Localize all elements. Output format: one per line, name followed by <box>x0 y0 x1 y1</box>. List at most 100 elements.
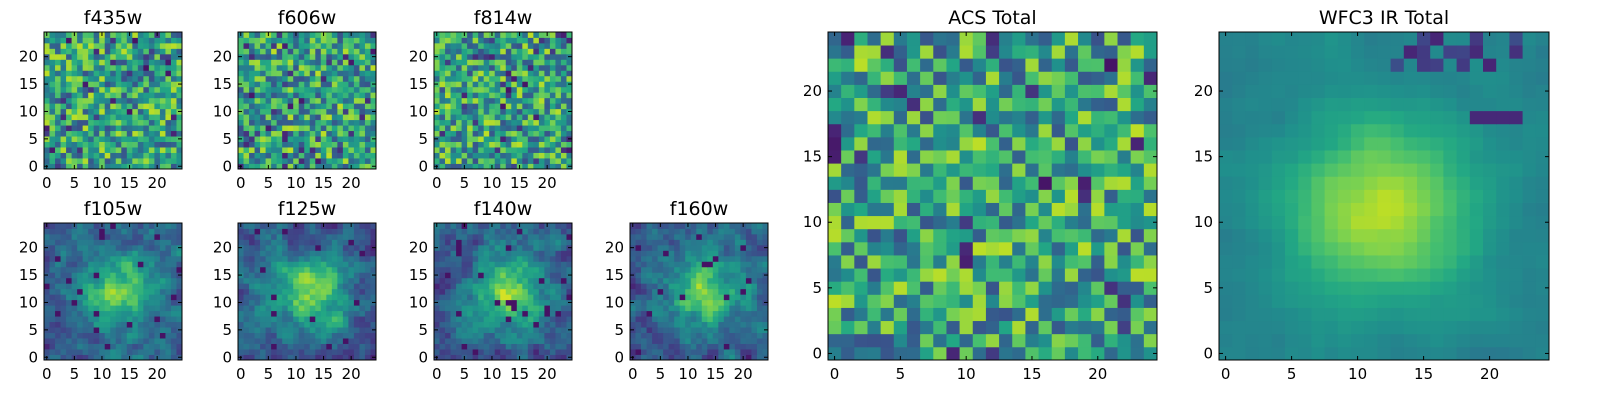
heatmap-cell <box>734 354 741 361</box>
heatmap-cell <box>439 37 446 44</box>
heatmap-cell <box>527 119 534 126</box>
heatmap-cell <box>370 233 377 240</box>
heatmap-cell <box>1143 163 1158 177</box>
heatmap-cell <box>115 158 122 164</box>
heatmap-cell <box>456 48 462 55</box>
heatmap-cell <box>238 147 244 153</box>
heatmap-cell <box>472 343 479 350</box>
heatmap-cell <box>143 283 150 290</box>
heatmap-cell <box>696 255 703 262</box>
heatmap-cell <box>159 250 166 257</box>
heatmap-cell <box>533 288 540 295</box>
heatmap-cell <box>93 266 100 273</box>
heatmap-cell <box>104 158 111 164</box>
heatmap-cell <box>309 147 316 153</box>
heatmap-cell <box>370 261 377 268</box>
heatmap-cell <box>359 86 366 93</box>
heatmap-cell <box>320 255 327 262</box>
heatmap-cell <box>461 158 468 164</box>
heatmap-cell <box>370 321 377 328</box>
heatmap-cell <box>315 158 322 164</box>
heatmap-cell <box>60 272 67 279</box>
heatmap-cell <box>359 288 366 295</box>
heatmap-cell <box>348 255 355 262</box>
heatmap-cell <box>566 349 573 355</box>
heatmap-cell <box>370 64 377 71</box>
heatmap-cell <box>342 244 349 251</box>
heatmap-cell <box>527 53 534 60</box>
heatmap-cell <box>522 299 529 306</box>
heatmap-cell <box>126 228 133 235</box>
heatmap-cell <box>359 158 366 164</box>
heatmap-cell <box>143 81 150 88</box>
heatmap-cell <box>1143 255 1158 269</box>
heatmap-cell <box>276 48 283 55</box>
heatmap-cell <box>154 48 161 55</box>
heatmap-cell <box>712 299 719 306</box>
heatmap-cell <box>88 70 95 77</box>
heatmap-cell <box>679 223 686 229</box>
heatmap-cell <box>287 32 294 38</box>
heatmap-cell <box>456 119 462 126</box>
heatmap-cell <box>434 114 440 121</box>
heatmap-cell <box>148 70 155 77</box>
heatmap-cell <box>663 233 670 240</box>
heatmap-cell <box>1130 163 1145 177</box>
heatmap-cell <box>679 338 686 344</box>
heatmap-cell <box>320 147 327 153</box>
heatmap-cell <box>745 288 752 295</box>
heatmap-cell <box>946 320 960 335</box>
heatmap-cell <box>439 64 446 71</box>
heatmap-cell <box>148 327 155 333</box>
x-tick-label: 5 <box>264 174 274 192</box>
heatmap-cell <box>635 244 642 251</box>
heatmap-cell <box>271 233 278 240</box>
heatmap-cell <box>342 233 349 240</box>
heatmap-cell <box>1064 215 1079 230</box>
heatmap-cell <box>483 288 490 295</box>
heatmap-cell <box>500 158 507 164</box>
heatmap-cell <box>505 332 512 339</box>
heatmap-cell <box>674 332 681 339</box>
heatmap-cell <box>137 81 144 88</box>
heatmap-cell <box>88 277 95 284</box>
heatmap-cell <box>359 305 366 312</box>
heatmap-cell <box>104 92 111 99</box>
heatmap-cell <box>456 70 462 77</box>
heatmap-cell <box>906 241 921 256</box>
heatmap-cell <box>359 147 366 153</box>
heatmap-cell <box>461 152 468 159</box>
heatmap-cell <box>370 119 377 126</box>
heatmap-cell <box>734 316 741 323</box>
heatmap-cell <box>718 223 725 229</box>
heatmap-cell <box>243 32 250 38</box>
heatmap-cell <box>723 338 730 344</box>
heatmap-cell <box>66 266 72 273</box>
heatmap-cell <box>483 136 490 142</box>
heatmap-cell <box>170 223 177 229</box>
heatmap-cell <box>66 163 72 170</box>
heatmap-cell <box>82 103 89 110</box>
heatmap-cell <box>489 53 496 60</box>
heatmap-cell <box>342 272 349 279</box>
heatmap-cell <box>566 305 573 312</box>
heatmap-cell <box>148 53 155 60</box>
heatmap-cell <box>679 332 686 339</box>
heatmap-cell <box>271 288 278 295</box>
heatmap-cell <box>93 261 100 268</box>
heatmap-cell <box>271 321 278 328</box>
heatmap-cell <box>77 70 84 77</box>
heatmap-cell <box>679 288 686 295</box>
heatmap-cell <box>674 338 681 344</box>
heatmap-cell <box>287 103 294 110</box>
heatmap-cell <box>353 239 360 246</box>
heatmap-cell <box>93 103 100 110</box>
heatmap-cell <box>483 266 490 273</box>
heatmap-cell <box>60 147 67 153</box>
heatmap-cell <box>176 114 183 121</box>
heatmap-cell <box>238 233 244 240</box>
heatmap-cell <box>276 338 283 344</box>
heatmap-cell <box>77 223 84 229</box>
heatmap-cell <box>630 283 636 290</box>
heatmap-cell <box>359 310 366 317</box>
